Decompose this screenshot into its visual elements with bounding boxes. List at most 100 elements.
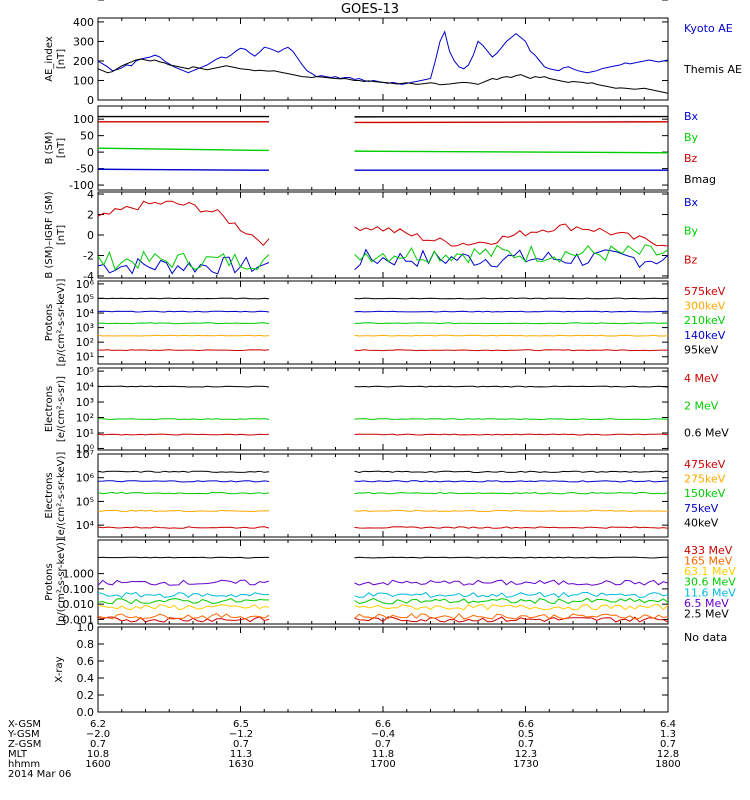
legend-entry: 30.6 MeV bbox=[684, 576, 736, 589]
legend-entry: Bz bbox=[684, 152, 698, 165]
series-line bbox=[97, 322, 669, 325]
y-axis-unit: [p/(cm²-s-sr-keV)] bbox=[56, 279, 67, 367]
legend-entry: Bz bbox=[684, 253, 698, 266]
y-tick-label: 10² bbox=[76, 336, 94, 349]
y-axis-label: Protons bbox=[44, 304, 55, 341]
y-axis-unit: [e/(cm²-s-sr)] bbox=[56, 376, 67, 442]
xaxis-value: 12.3 bbox=[515, 749, 537, 760]
panel-8: 0.0 0.2 0.4 0.6 0.8 1.0 X-ray No data bbox=[54, 621, 727, 719]
y-axis-label: Electrons bbox=[44, 472, 55, 518]
y-axis-unit: [p/(cm²-s-sr-keV)] bbox=[56, 538, 67, 626]
y-tick-label: 200 bbox=[73, 55, 94, 68]
legend-entry: Bmag bbox=[684, 173, 716, 186]
y-tick-label: 4 bbox=[87, 188, 94, 201]
panel-3: -4 -2 0 2 4 B (SM)–IGRF (SM) [nT] Bx By Bz bbox=[44, 188, 699, 283]
series-line bbox=[97, 168, 270, 171]
xaxis-value: 0.7 bbox=[375, 739, 391, 750]
y-tick-label: 100 bbox=[73, 113, 94, 126]
legend-entry: 4 MeV bbox=[684, 372, 719, 385]
xaxis-value: 6.2 bbox=[90, 719, 106, 730]
y-tick-label: 0.6 bbox=[77, 655, 95, 668]
xaxis-value: 12.8 bbox=[657, 749, 679, 760]
y-tick-label: 0 bbox=[87, 229, 94, 242]
y-tick-label: 0.100 bbox=[63, 583, 95, 596]
xaxis-value: 0.7 bbox=[660, 739, 676, 750]
xaxis-value: 6.6 bbox=[518, 719, 534, 730]
y-axis-label: Electrons bbox=[44, 386, 55, 432]
xaxis-value: 1730 bbox=[513, 759, 538, 770]
panel-6: 10⁴ 10⁵ 10⁶ 10⁷ Electrons [e/(cm²-s-sr-keV)] 4… bbox=[44, 448, 726, 539]
y-tick-label: 10⁴ bbox=[76, 519, 95, 532]
legend-entry: 475keV bbox=[684, 458, 726, 471]
series-line bbox=[97, 385, 669, 388]
series-line bbox=[97, 200, 669, 247]
panel-1: 0 100 200 300 400 AE_index [nT] Kyoto AE Themis … bbox=[44, 16, 742, 107]
series-line bbox=[97, 526, 669, 529]
xaxis-value: 11.3 bbox=[230, 749, 252, 760]
legend-entry: 6.5 MeV bbox=[684, 597, 729, 610]
legend-entry: Kyoto AE bbox=[684, 22, 733, 35]
y-axis-unit: [nT] bbox=[56, 49, 67, 69]
legend-entry: 165 MeV bbox=[684, 555, 733, 568]
series-line bbox=[97, 334, 669, 337]
legend-entry: 575keV bbox=[684, 285, 726, 298]
legend-entry: By bbox=[684, 131, 699, 144]
legend-entry: 40keV bbox=[684, 516, 719, 529]
xaxis-value: 6.4 bbox=[660, 719, 676, 730]
series-line bbox=[98, 418, 669, 421]
panel-frame bbox=[97, 367, 669, 451]
panel-7: 0.001 0.010 0.100 1.000 10.000100.000 Protons… bbox=[44, 0, 736, 626]
y-axis-unit: [nT] bbox=[56, 225, 67, 245]
y-tick-label: 10¹ bbox=[76, 427, 94, 440]
series-line bbox=[354, 121, 669, 124]
series-line bbox=[97, 556, 668, 559]
series-line bbox=[97, 147, 270, 152]
y-tick-label: 0.0 bbox=[77, 706, 95, 719]
y-axis-unit: [nT] bbox=[56, 138, 67, 158]
panel-2: -100 -50 0 50 100 B (SM) [nT] Bx By Bz Bmag bbox=[44, 105, 716, 192]
y-tick-label: -50 bbox=[76, 163, 94, 176]
y-tick-label: 10⁰ bbox=[76, 442, 95, 455]
y-tick-label: 10³ bbox=[76, 322, 94, 335]
panel-frame bbox=[97, 626, 669, 713]
legend-entry: 433 MeV bbox=[684, 544, 733, 557]
xaxis-value: 1.3 bbox=[660, 729, 676, 740]
panel-frame bbox=[97, 453, 669, 538]
y-tick-label: 100.000 bbox=[49, 0, 95, 3]
legend-entry: 2.5 MeV bbox=[684, 607, 729, 620]
xaxis-value: 6.6 bbox=[375, 719, 391, 730]
series-line bbox=[97, 604, 669, 611]
series-line bbox=[98, 297, 669, 300]
y-tick-label: 0.010 bbox=[63, 598, 95, 611]
xaxis-value: 0.7 bbox=[233, 739, 249, 750]
y-tick-label: -100 bbox=[69, 179, 94, 192]
y-tick-label: 0.2 bbox=[77, 689, 95, 702]
xaxis-value: −0.4 bbox=[371, 729, 395, 740]
legend-entry: 210keV bbox=[684, 314, 726, 327]
legend-entry: Bx bbox=[684, 196, 699, 209]
xaxis-row-label: Y-GSM bbox=[7, 729, 40, 740]
y-tick-label: 10⁵ bbox=[76, 292, 94, 305]
xaxis-value: 1630 bbox=[228, 759, 253, 770]
y-tick-label: 10¹ bbox=[76, 351, 94, 364]
series-line bbox=[97, 579, 669, 586]
y-tick-label: 0.8 bbox=[77, 638, 95, 651]
y-axis-label: Protons bbox=[44, 563, 55, 600]
y-tick-label: 0 bbox=[87, 94, 94, 107]
y-tick-label: -4 bbox=[83, 270, 94, 283]
xaxis-value: 1800 bbox=[655, 759, 680, 770]
y-axis-unit: [e/(cm²-s-sr-keV)] bbox=[56, 452, 67, 540]
y-tick-label: 10⁷ bbox=[76, 448, 94, 461]
panel-frame bbox=[97, 105, 669, 191]
legend-entry: 275keV bbox=[684, 473, 726, 486]
legend-entry: Themis AE bbox=[683, 63, 742, 76]
y-tick-label: 10⁶ bbox=[76, 472, 95, 485]
series-line bbox=[97, 591, 669, 599]
xaxis-value: 6.5 bbox=[233, 719, 249, 730]
series-line bbox=[97, 480, 669, 483]
legend-entry: By bbox=[684, 225, 699, 238]
xaxis-value: 10.8 bbox=[87, 749, 109, 760]
